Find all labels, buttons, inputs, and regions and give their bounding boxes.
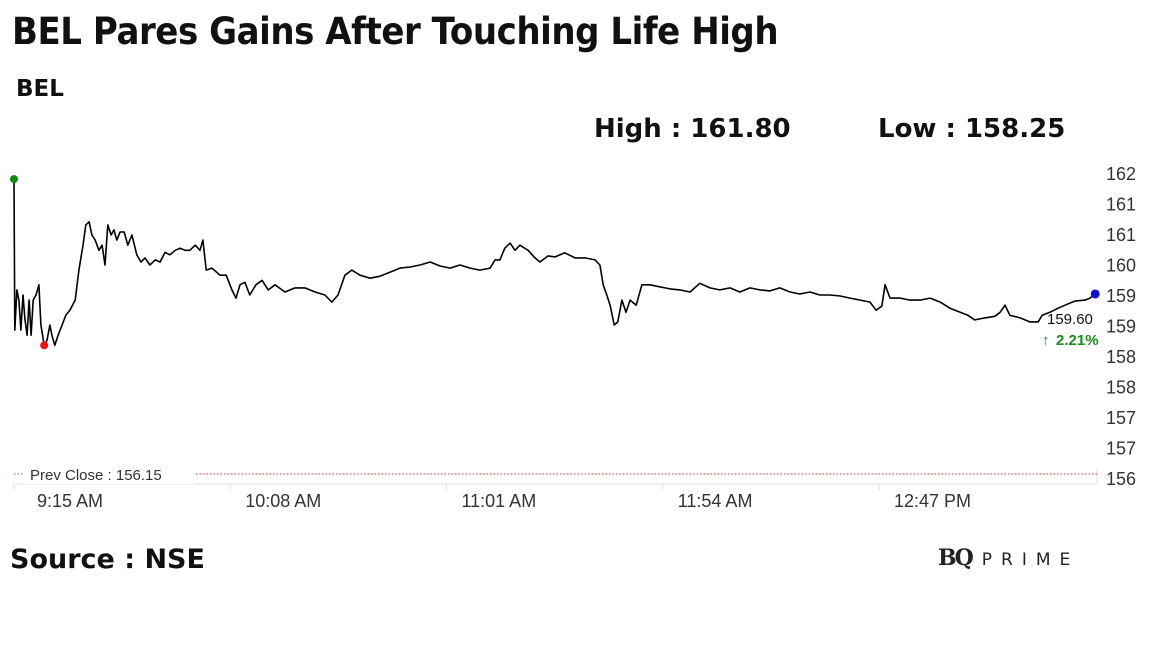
last-price-label: 159.60 [1047, 311, 1093, 328]
prev-close-label: Prev Close : 156.15 [30, 467, 162, 484]
high-label: High : 161.80 [594, 114, 791, 144]
chart-title: BEL Pares Gains After Touching Life High [12, 10, 779, 53]
source-label: Source : NSE [10, 544, 205, 575]
y-tick-label: 157 [1106, 439, 1136, 459]
logo-prime: PRIME [981, 550, 1080, 570]
y-tick-label: 157 [1106, 408, 1136, 428]
change-percent-label: 2.21% [1056, 332, 1099, 349]
prev-close-label-bg [24, 464, 194, 484]
arrow-up-icon: ↑ [1042, 332, 1050, 349]
x-tick-label: 11:01 AM [461, 491, 536, 511]
ticker-label: BEL [16, 76, 64, 102]
high-point-dot [10, 175, 18, 184]
y-tick-label: 158 [1106, 347, 1136, 367]
y-tick-label: 162 [1106, 164, 1136, 184]
y-tick-label: 161 [1106, 225, 1136, 245]
x-tick-label: 11:54 AM [678, 491, 753, 511]
low-point-dot [40, 341, 49, 350]
price-series-line [13, 179, 1096, 347]
y-tick-label: 161 [1106, 195, 1136, 215]
x-tick-label: 12:47 PM [894, 491, 971, 511]
y-tick-label: 160 [1106, 256, 1136, 276]
low-label: Low : 158.25 [878, 114, 1066, 144]
y-tick-label: 159 [1106, 286, 1136, 306]
y-tick-label: 156 [1106, 469, 1136, 489]
x-tick-label: 10:08 AM [245, 491, 321, 511]
logo-bq: BQ [938, 545, 974, 571]
last-point-dot [1090, 289, 1100, 299]
y-tick-label: 159 [1106, 317, 1136, 337]
x-tick-label: 9:15 AM [37, 491, 103, 511]
y-tick-label: 158 [1106, 378, 1136, 398]
bq-prime-logo: BQ PRIME [938, 545, 1079, 571]
